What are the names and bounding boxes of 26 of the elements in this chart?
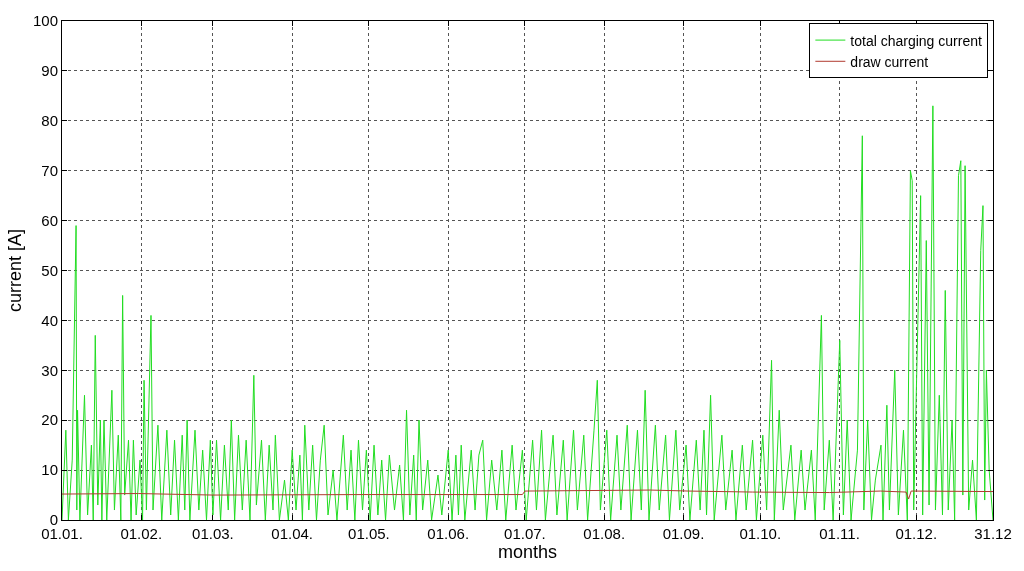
y-tick-label: 100 (32, 12, 58, 30)
y-tick-label: 50 (41, 261, 58, 279)
x-tick-label: 01.03. (192, 525, 234, 542)
y-tick-label: 80 (41, 112, 58, 130)
y-tick-label: 90 (41, 62, 58, 80)
y-axis-title: current [A] (5, 228, 26, 313)
y-tick-label: 60 (41, 211, 58, 229)
x-tick-label: 01.11. (819, 525, 860, 542)
x-tick-label: 01.06. (427, 525, 470, 542)
x-tick-label: 01.07. (504, 525, 546, 542)
legend-label: total charging current (850, 32, 982, 49)
x-tick-label: 31.12 (974, 525, 1012, 542)
x-tick-label: 01.09. (662, 525, 705, 542)
y-tick-label: 30 (41, 361, 58, 379)
x-tick-label: 01.10. (739, 525, 782, 542)
x-tick-label: 01.02. (120, 525, 163, 542)
x-tick-label: 01.04. (271, 525, 314, 542)
y-tick-label: 20 (41, 411, 58, 429)
x-tick-label: 01.08. (583, 525, 626, 542)
y-tick-label: 40 (41, 311, 58, 329)
x-axis-title: months (497, 542, 558, 563)
legend-label: draw current (850, 53, 929, 70)
y-tick-label: 10 (41, 461, 58, 479)
x-tick-label: 01.12. (895, 525, 938, 542)
y-tick-label: 70 (41, 161, 58, 179)
x-tick-label: 01.05. (348, 525, 390, 542)
